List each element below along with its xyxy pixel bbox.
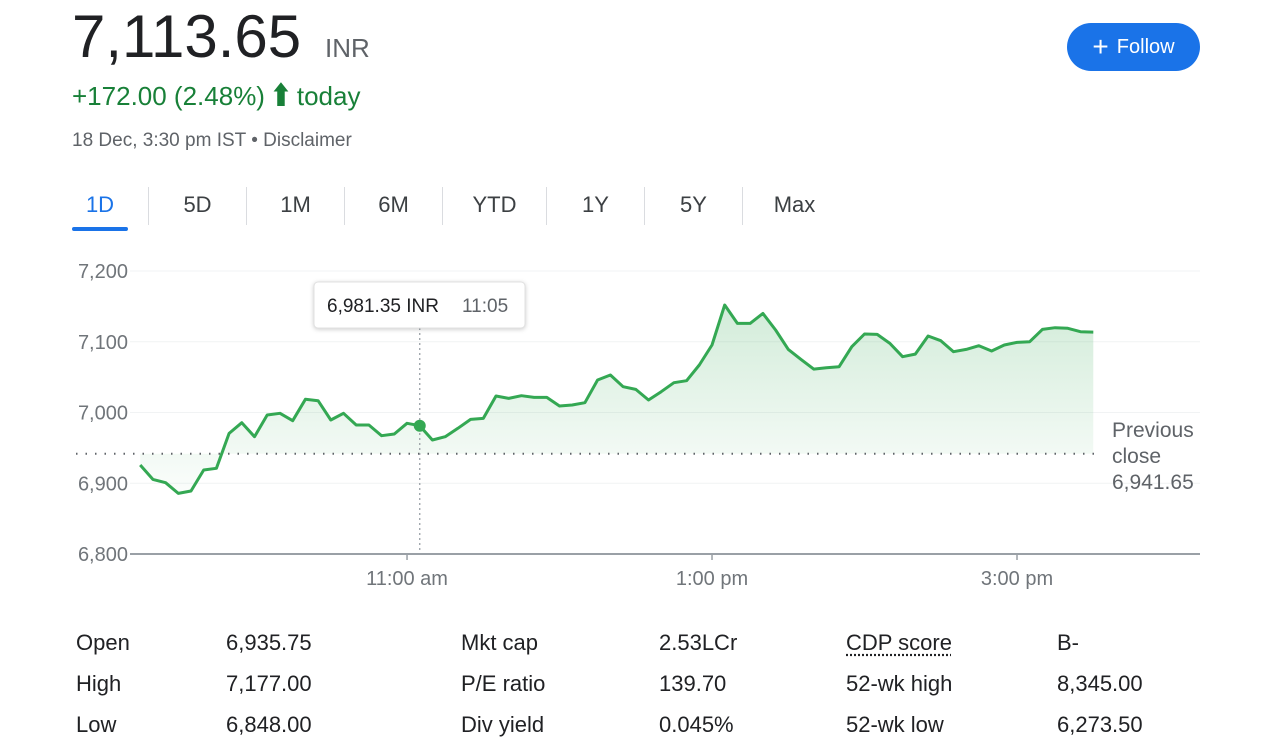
- y-tick-label: 7,100: [78, 332, 128, 354]
- y-tick-label: 6,800: [78, 544, 128, 566]
- y-tick-label: 7,200: [78, 261, 128, 283]
- y-tick-label: 7,000: [78, 403, 128, 425]
- stat-value: B-: [1057, 630, 1079, 656]
- previous-close-label-2: close: [1112, 445, 1161, 468]
- stat-value: 0.045%: [659, 712, 734, 738]
- stat-value: 6,273.50: [1057, 712, 1143, 738]
- stat-value: 7,177.00: [226, 671, 312, 697]
- previous-close-label: Previous: [1112, 419, 1194, 442]
- stat-value: 6,848.00: [226, 712, 312, 738]
- stat-label[interactable]: CDP score: [846, 630, 952, 656]
- x-tick-label: 1:00 pm: [676, 568, 748, 590]
- stat-value: 6,935.75: [226, 630, 312, 656]
- stat-value: 139.70: [659, 671, 726, 697]
- stat-label: Div yield: [461, 712, 544, 738]
- price-area: [140, 305, 1093, 493]
- stat-label: 52-wk high: [846, 671, 952, 697]
- stat-label: Mkt cap: [461, 630, 538, 656]
- tooltip-value: 6,981.35 INR: [327, 296, 439, 317]
- stat-label: Low: [76, 712, 116, 738]
- x-tick-label: 3:00 pm: [981, 568, 1053, 590]
- previous-close-value: 6,941.65: [1112, 471, 1194, 494]
- tooltip-time: 11:05: [462, 296, 508, 317]
- stat-label: P/E ratio: [461, 671, 545, 697]
- stat-label: 52-wk low: [846, 712, 944, 738]
- price-chart[interactable]: 7,200 7,100 7,000 6,900 6,800 11:00 am 1:00 p…: [0, 0, 1280, 620]
- stat-value: 8,345.00: [1057, 671, 1143, 697]
- y-tick-label: 6,900: [78, 473, 128, 495]
- stat-value: 2.53LCr: [659, 630, 737, 656]
- hover-point: [414, 420, 426, 432]
- x-tick-label: 11:00 am: [366, 568, 448, 590]
- tooltip: 6,981.35 INR 11:05: [314, 282, 525, 328]
- stat-label: High: [76, 671, 121, 697]
- stat-label: Open: [76, 630, 130, 656]
